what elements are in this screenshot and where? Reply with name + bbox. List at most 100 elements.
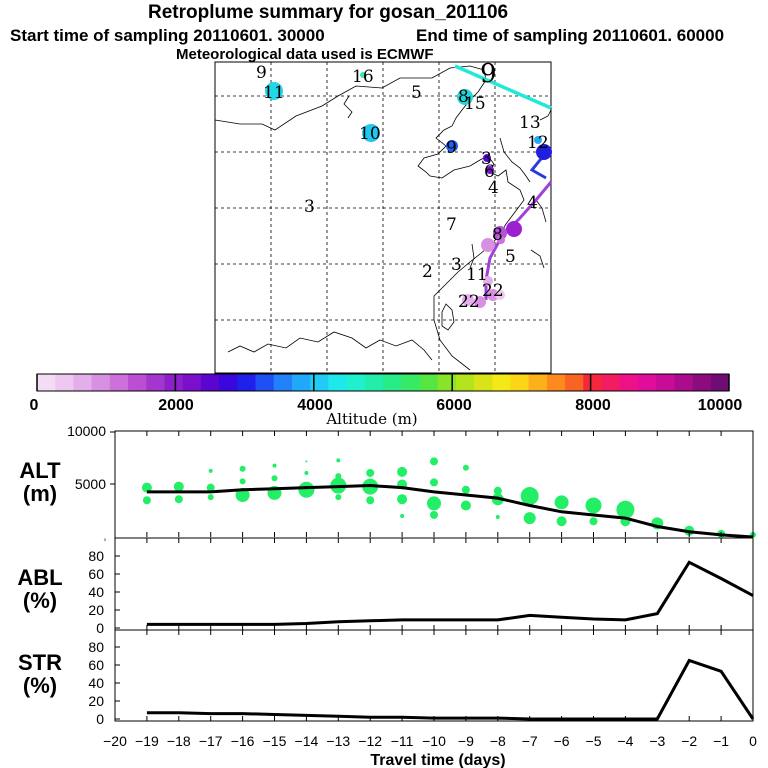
colorbar-swatch: [565, 374, 584, 391]
alt-point: [462, 464, 469, 471]
x-axis-label: Travel time (days): [370, 752, 505, 768]
plume-marker: [497, 236, 505, 244]
colorbar-swatch: [364, 374, 384, 391]
alt-point: [520, 487, 539, 506]
day-label: 3: [481, 149, 492, 169]
colorbar-swatch: [437, 374, 457, 391]
str-panel-frame: [114, 629, 754, 722]
alt-point: [335, 473, 342, 480]
day-label: 6: [484, 162, 495, 182]
alt-point: [430, 510, 438, 519]
colorbar-tick: 2000: [158, 397, 194, 414]
plume-marker: [495, 290, 505, 300]
day-label: 8: [458, 87, 469, 107]
plume-markers: [265, 72, 552, 308]
alt-point: [616, 500, 635, 519]
day-label: 11: [263, 83, 285, 103]
x-tick-label: −20: [103, 733, 127, 749]
alt-point: [142, 496, 151, 505]
alt-point: [271, 475, 278, 482]
str-yticks: 0 20 40 60 80: [88, 639, 104, 727]
str-ytick: 40: [88, 675, 104, 691]
coastlines: [214, 65, 552, 371]
colorbar-swatch: [55, 374, 74, 391]
day-label: 9: [480, 59, 497, 89]
panel-frames: [114, 430, 754, 722]
alt-point: [430, 478, 438, 487]
alt-point: [173, 481, 184, 492]
altitude-colorbar: [36, 373, 730, 392]
x-axis-ticks: −20 −19 −18 −17 −16 −15 −14 −13 −12 −11 −10 −9 −8 −7−…: [103, 431, 757, 749]
str-line: [146, 658, 755, 721]
alt-point: [495, 515, 500, 520]
x-tick-label: −8: [490, 733, 506, 749]
alt-point: [430, 457, 438, 466]
colorbar-swatch: [583, 374, 603, 391]
day-label: 9: [446, 138, 457, 158]
day-label: 3: [451, 255, 462, 275]
colorbar-swatch: [109, 374, 129, 391]
x-tick-label: −19: [135, 733, 159, 749]
x-tick-label: −5: [586, 733, 602, 749]
colorbar-swatch: [73, 374, 93, 391]
colorbar-swatch: [219, 374, 238, 391]
day-label: 9: [256, 63, 267, 83]
day-label: 10: [359, 124, 381, 144]
alt-point: [460, 500, 471, 511]
day-label: 4: [527, 193, 538, 213]
x-tick-label: −16: [231, 733, 255, 749]
met-data-text: Meteorological data used is ECMWF: [176, 46, 434, 63]
plume-marker: [534, 136, 542, 144]
colorbar-swatch: [128, 374, 147, 391]
abl-ytick: 0: [96, 620, 104, 636]
colorbar-swatch: [383, 374, 402, 391]
alt-point: [523, 512, 536, 525]
colorbar-swatch: [455, 374, 475, 391]
colorbar-swatch: [637, 374, 657, 391]
x-tick-label: −4: [617, 733, 633, 749]
day-label: 2: [422, 262, 433, 282]
colorbar-tick: 10000: [698, 397, 743, 414]
panel-ylabels: ALT (m) ABL (%) STR (%): [17, 458, 62, 698]
chart-title: Retroplume summary for gosan_201106: [148, 2, 509, 23]
trajectory-cyan: [454, 64, 552, 110]
x-tick-label: −1: [713, 733, 729, 749]
alt-point: [556, 516, 567, 527]
alt-ytick: 5000: [75, 476, 106, 492]
alt-point: [206, 483, 215, 492]
alt-mean-series: [146, 484, 754, 539]
colorbar-swatch: [692, 374, 712, 391]
alt-point: [235, 488, 250, 502]
colorbar-swatch: [37, 374, 56, 391]
abl-ytick: 20: [88, 602, 104, 618]
alt-point: [239, 465, 246, 472]
abl-ylabel: ABL (%): [17, 565, 62, 613]
plume-marker: [462, 294, 474, 306]
plume-marker: [265, 82, 283, 100]
alt-point: [400, 514, 405, 518]
alt-point: [554, 495, 569, 510]
day-label: 7: [446, 215, 457, 235]
colorbar-ticks: 0 2000 4000 6000 8000 10000: [30, 397, 743, 414]
colorbar-swatch: [182, 374, 202, 391]
day-label: 12: [527, 133, 549, 153]
x-tick-label: −3: [649, 733, 665, 749]
x-tick-label: −12: [358, 733, 382, 749]
alt-point: [366, 496, 375, 505]
x-tick-label: −10: [422, 733, 446, 749]
colorbar-swatch: [419, 374, 439, 391]
alt-yticks: 0 5000 10000: [67, 423, 107, 542]
colorbar-tick: 8000: [575, 397, 611, 414]
alt-ytick: 0: [104, 537, 107, 542]
plume-marker: [506, 221, 522, 237]
alt-point: [174, 495, 183, 504]
colorbar-swatch: [91, 374, 111, 391]
alt-ytick: 10000: [67, 423, 106, 439]
x-tick-label: −18: [167, 733, 191, 749]
colorbar-swatch: [164, 374, 184, 391]
colorbar-swatch: [601, 374, 621, 391]
alt-point: [336, 458, 341, 463]
alt-point: [272, 463, 277, 468]
str-series: [146, 658, 755, 721]
colorbar-swatch: [146, 374, 165, 391]
